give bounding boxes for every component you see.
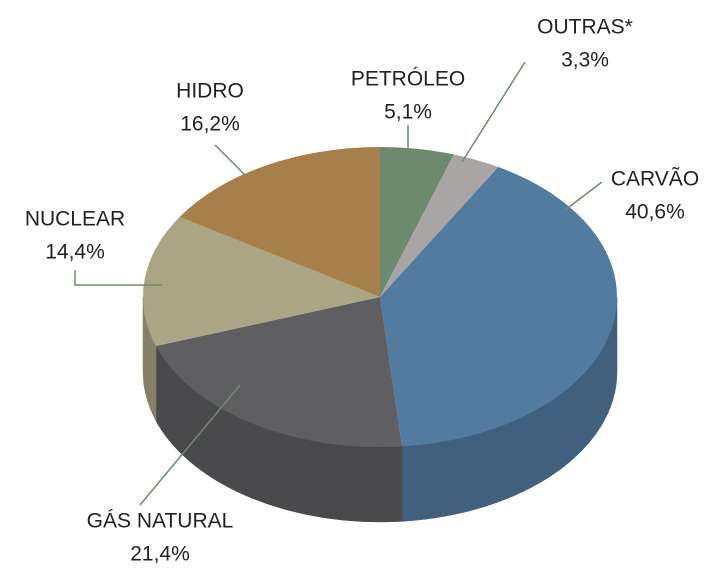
pie-slice (380, 167, 618, 447)
slice-label: NUCLEAR (25, 208, 125, 231)
slice-label: HIDRO (176, 80, 244, 103)
pie-slice (380, 147, 454, 297)
value-label: 5,1% (384, 101, 432, 124)
pie-slice (179, 147, 380, 297)
leader-line (461, 61, 526, 163)
slice-label: OUTRAS* (537, 16, 633, 39)
leader-line (74, 270, 162, 286)
leader-line (214, 144, 248, 178)
slice-label: GÁS NATURAL (87, 510, 234, 533)
value-label: 40,6% (625, 201, 685, 224)
pie-slice (380, 154, 499, 297)
leader-line (564, 181, 603, 211)
pie-slice (156, 297, 403, 448)
slice-label: PETRÓLEO (351, 68, 465, 91)
pie-slice (142, 216, 380, 347)
value-label: 21,4% (130, 543, 190, 566)
leader-line (139, 384, 241, 506)
value-label: 14,4% (45, 241, 105, 264)
value-label: 3,3% (561, 49, 609, 72)
slice-label: CARVÃO (611, 167, 699, 191)
value-label: 16,2% (180, 113, 240, 136)
